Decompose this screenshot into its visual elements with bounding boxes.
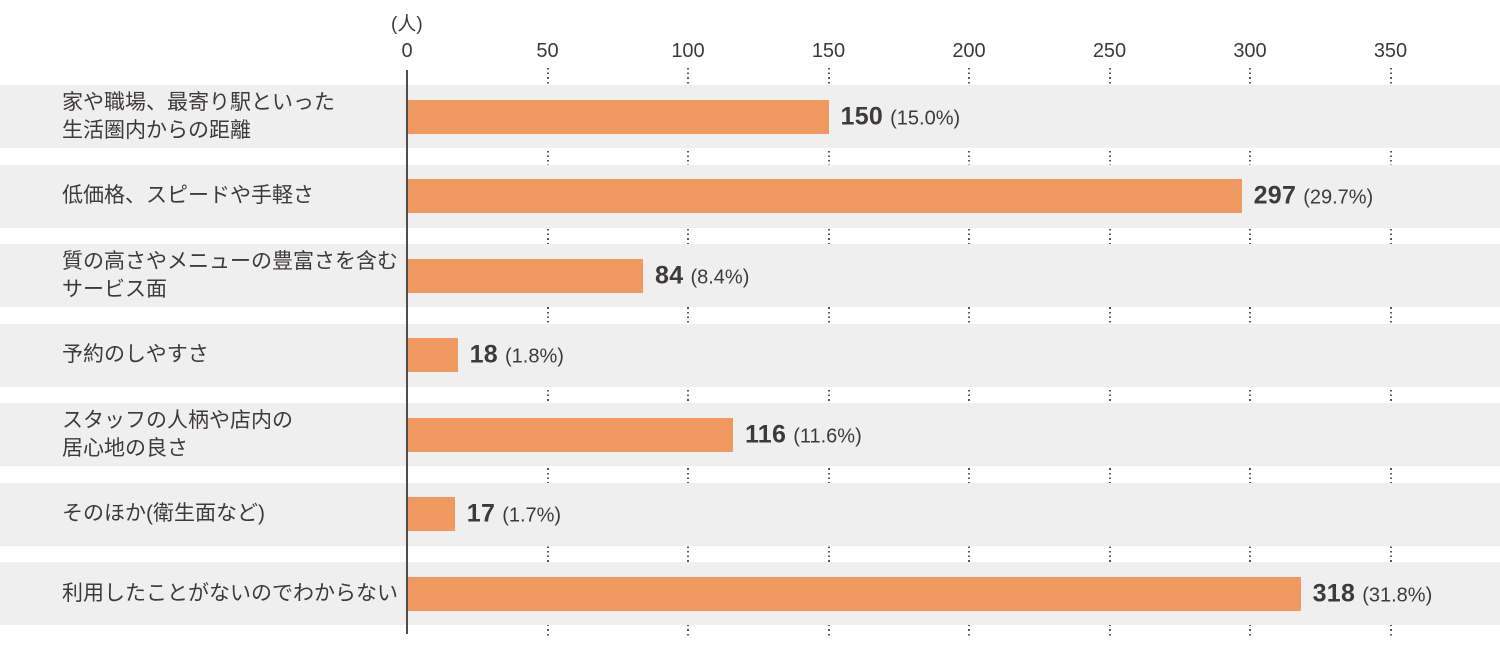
category-label-line: 低価格、スピードや手軽さ (62, 184, 314, 207)
category-label-line: 生活圏内からの距離 (62, 118, 251, 142)
value-percent: (8.4%) (690, 266, 750, 288)
category-label-line: スタッフの人柄や店内の (62, 408, 293, 432)
chart-row: 家や職場、最寄り駅といった 生活圏内からの距離 150 (15.0%) (0, 85, 1500, 148)
row-background-band (0, 323, 1500, 387)
category-label-line: そのほか(衛生面など) (62, 502, 265, 525)
bar (407, 497, 455, 531)
x-axis-tick-label: 100 (671, 40, 705, 62)
chart-row: 予約のしやすさ 18 (1.8%) (0, 323, 1500, 387)
value-percent: (1.7%) (502, 504, 562, 527)
value-number: 17 (466, 499, 496, 528)
value-label: 84 (8.4%) (655, 261, 749, 290)
value-label: 116 (11.6%) (745, 420, 862, 449)
bar (407, 179, 1242, 213)
row-background-band (0, 482, 1500, 546)
row-background-band (0, 403, 1500, 466)
bar (407, 417, 733, 452)
chart-row: スタッフの人柄や店内の 居心地の良さ 116 (11.6%) (0, 403, 1500, 466)
value-number: 116 (744, 420, 787, 448)
category-label: 低価格、スピードや手軽さ (62, 182, 314, 210)
value-percent: (15.0%) (890, 107, 961, 129)
bar (407, 99, 829, 134)
value-percent: (29.7%) (1303, 186, 1374, 209)
value-label: 150 (15.0%) (841, 102, 961, 131)
bar (407, 338, 458, 372)
value-label: 17 (1.7%) (467, 500, 561, 529)
x-axis-tick-label: 300 (1233, 40, 1267, 62)
value-percent: (1.8%) (505, 345, 564, 368)
x-axis-tick-label: 250 (1092, 40, 1127, 62)
zero-axis-line (406, 70, 408, 634)
chart-row: そのほか(衛生面など) 17 (1.7%) (0, 482, 1500, 546)
value-number: 297 (1253, 181, 1297, 210)
category-label: スタッフの人柄や店内の 居心地の良さ (62, 407, 293, 463)
x-axis-tick-label: 50 (536, 40, 559, 62)
axis-unit-label: (人) (391, 14, 423, 35)
category-label-line: 利用したことがないのでわからない (62, 581, 398, 605)
chart-row: 低価格、スピードや手軽さ 297 (29.7%) (0, 164, 1500, 228)
value-percent: (11.6%) (793, 425, 862, 447)
x-axis-tick-label: 150 (811, 40, 846, 62)
x-axis-tick-label: 200 (952, 40, 986, 62)
bar (407, 258, 644, 293)
value-percent: (31.8%) (1362, 584, 1433, 606)
chart-row: 利用したことがないのでわからない 318 (31.8%) (0, 562, 1500, 625)
category-label: 家や職場、最寄り駅といった 生活圏内からの距離 (62, 89, 335, 145)
category-label: 質の高さやメニューの豊富さを含む サービス面 (62, 248, 398, 304)
value-label: 18 (1.8%) (470, 341, 564, 370)
value-number: 318 (1312, 579, 1356, 607)
chart-rows: 家や職場、最寄り駅といった 生活圏内からの距離 150 (15.0%) 低価格、スピード… (0, 85, 1500, 642)
category-label-line: サービス面 (62, 277, 167, 301)
value-label: 297 (29.7%) (1254, 182, 1374, 211)
category-label-line: 家や職場、最寄り駅といった (62, 90, 335, 114)
x-axis-tick-label: 0 (401, 40, 413, 62)
category-label: そのほか(衛生面など) (62, 500, 265, 528)
category-label-line: 居心地の良さ (62, 436, 188, 460)
value-number: 84 (655, 261, 684, 289)
row-background-band (0, 244, 1500, 307)
category-label: 予約のしやすさ (62, 341, 209, 369)
value-number: 150 (840, 102, 884, 130)
value-label: 318 (31.8%) (1313, 579, 1433, 608)
x-axis-tick-label: 350 (1373, 40, 1408, 62)
chart-row: 質の高さやメニューの豊富さを含む サービス面 84 (8.4%) (0, 244, 1500, 307)
category-label-line: 予約のしやすさ (62, 343, 209, 366)
category-label-line: 質の高さやメニューの豊富さを含む (62, 249, 398, 273)
category-label: 利用したことがないのでわからない (62, 580, 398, 608)
bar (407, 576, 1301, 611)
value-number: 18 (469, 340, 498, 369)
